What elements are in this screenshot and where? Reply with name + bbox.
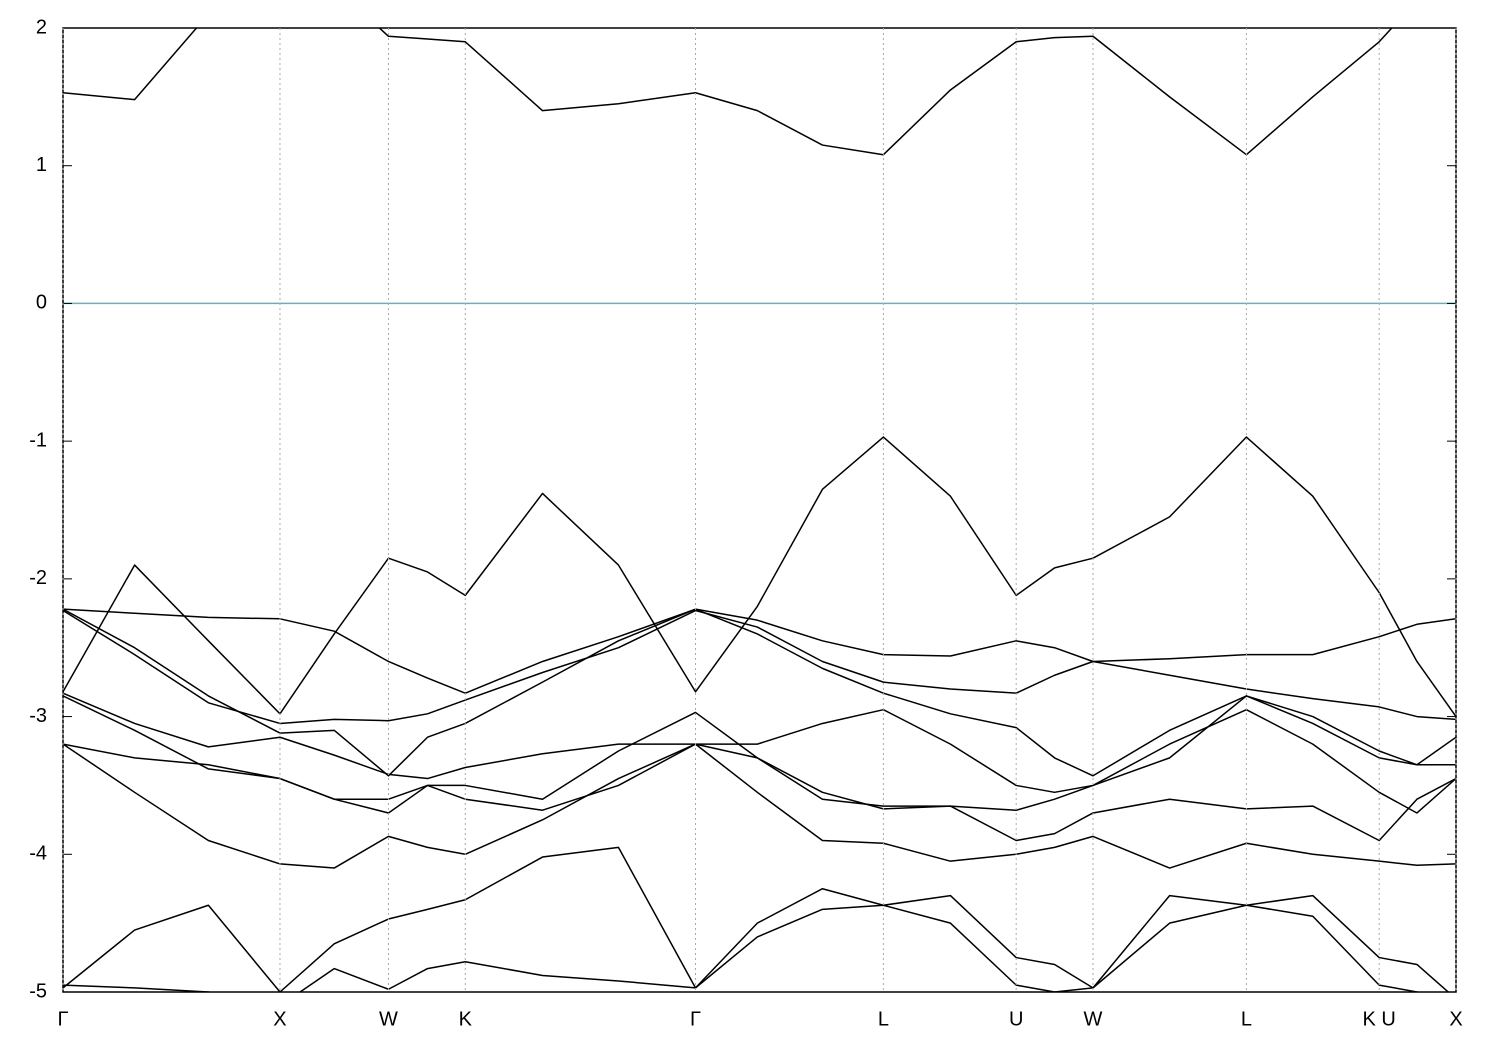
x-tick-label: K U bbox=[1363, 1008, 1396, 1030]
x-tick-label: L bbox=[878, 1008, 889, 1030]
band-line bbox=[63, 608, 1456, 694]
band-line bbox=[63, 608, 1456, 777]
y-tick-label: -4 bbox=[29, 843, 47, 865]
x-tick-label: W bbox=[379, 1008, 398, 1030]
x-tick-label: U bbox=[1009, 1008, 1023, 1030]
x-tick-label: K bbox=[459, 1008, 473, 1030]
plot-frame bbox=[62, 27, 1457, 993]
band-line bbox=[63, 695, 1456, 814]
x-tick-label: X bbox=[273, 1008, 286, 1030]
band-line bbox=[63, 846, 1450, 992]
y-tick-label: 0 bbox=[36, 292, 47, 314]
y-tick-label: 1 bbox=[36, 154, 47, 176]
band-line bbox=[63, 743, 1456, 869]
x-tick-label: W bbox=[1084, 1008, 1103, 1030]
y-tick-label: 2 bbox=[36, 16, 47, 38]
x-tick-label: L bbox=[1241, 1008, 1252, 1030]
band-line bbox=[63, 609, 1456, 725]
band-line bbox=[63, 904, 1422, 992]
y-tick-label: -5 bbox=[29, 980, 47, 1002]
band-line bbox=[63, 436, 1456, 718]
x-tick-label: Γ bbox=[690, 1008, 701, 1030]
x-tick-label: Γ bbox=[57, 1008, 68, 1030]
y-tick-label: -2 bbox=[29, 567, 47, 589]
y-tick-label: -1 bbox=[29, 429, 47, 451]
band-line bbox=[63, 28, 1393, 156]
y-tick-label: -3 bbox=[29, 705, 47, 727]
band-line bbox=[63, 692, 1456, 814]
band-line bbox=[63, 743, 1456, 842]
x-tick-label: X bbox=[1449, 1008, 1462, 1030]
